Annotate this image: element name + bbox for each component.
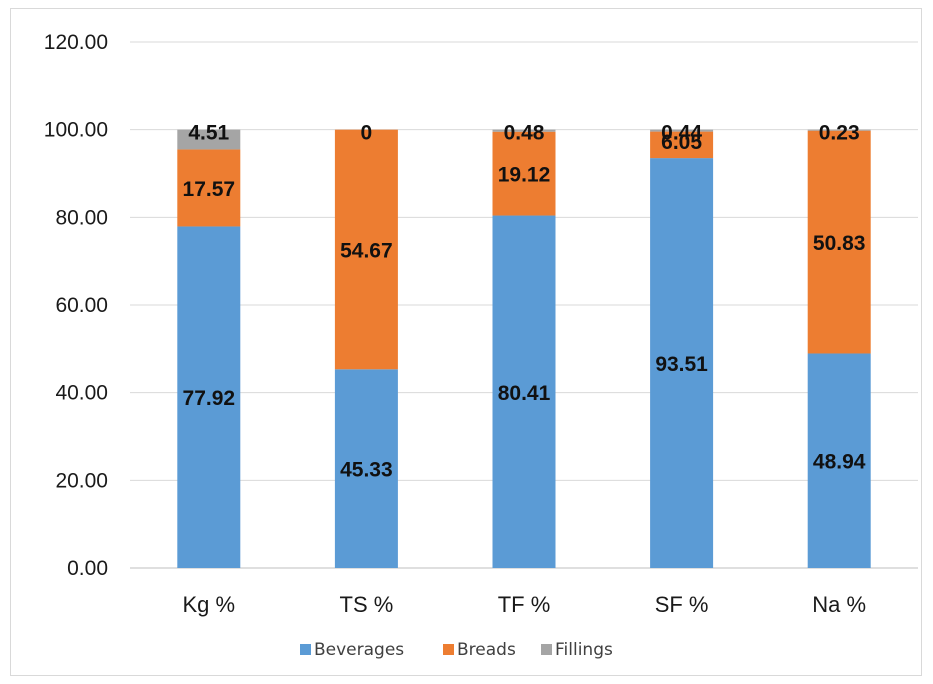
data-label-beverages-2: 80.41 — [498, 382, 551, 405]
bar-fillings-4 — [807, 129, 871, 131]
legend: Beverages Breads Fillings — [300, 640, 613, 660]
data-label-beverages-3: 93.51 — [655, 353, 708, 376]
x-tick-label: SF % — [655, 592, 709, 617]
data-label-fillings-0: 4.51 — [188, 122, 229, 145]
bars — [177, 129, 871, 568]
legend-label-beverages: Beverages — [314, 640, 404, 660]
y-tick-label: 80.00 — [55, 206, 108, 229]
y-tick-label: 0.00 — [67, 557, 108, 580]
data-label-beverages-1: 45.33 — [340, 459, 393, 482]
bar-breads-0 — [177, 149, 241, 227]
bar-breads-4 — [807, 130, 871, 354]
data-label-breads-0: 17.57 — [183, 178, 236, 201]
legend-label-fillings: Fillings — [555, 640, 613, 660]
data-label-beverages-4: 48.94 — [813, 451, 866, 474]
legend-swatch-beverages — [300, 644, 311, 655]
y-tick-label: 120.00 — [44, 31, 108, 54]
data-labels: 77.92 17.57 4.51 45.33 54.67 0 80.41 19.12 0.48 9… — [183, 122, 866, 482]
x-tick-label: TF % — [498, 592, 551, 617]
data-label-fillings-3: 0.44 — [661, 122, 702, 145]
legend-swatch-breads — [443, 644, 454, 655]
bar-breads-3 — [650, 131, 714, 159]
legend-swatch-fillings — [541, 644, 552, 655]
bar-beverages-0 — [177, 226, 241, 568]
x-axis: Kg % TS % TF % SF % Na % — [183, 592, 867, 617]
data-label-fillings-1: 0 — [361, 122, 373, 145]
y-tick-label: 40.00 — [55, 382, 108, 405]
data-label-breads-2: 19.12 — [498, 164, 551, 187]
bar-fillings-0 — [177, 129, 241, 150]
bar-beverages-1 — [334, 369, 398, 568]
bar-fillings-2 — [492, 129, 556, 132]
y-axis-tick-labels: 0.00 20.00 40.00 60.00 80.00 100.00 120.00 — [44, 31, 108, 580]
bar-beverages-4 — [807, 353, 871, 568]
y-tick-label: 60.00 — [55, 294, 108, 317]
data-label-breads-1: 54.67 — [340, 239, 393, 262]
data-label-fillings-4: 0.23 — [819, 122, 860, 145]
bar-breads-1 — [334, 129, 398, 370]
bar-beverages-2 — [492, 215, 556, 568]
data-label-fillings-2: 0.48 — [504, 122, 545, 145]
bar-beverages-3 — [650, 158, 714, 568]
x-tick-label: TS % — [340, 592, 394, 617]
data-label-beverages-0: 77.92 — [183, 387, 236, 410]
x-tick-label: Na % — [812, 592, 866, 617]
chart-frame — [10, 8, 922, 676]
data-label-breads-3: 6.05 — [661, 131, 702, 154]
bar-fillings-3 — [650, 129, 714, 132]
y-tick-label: 20.00 — [55, 469, 108, 492]
bar-breads-2 — [492, 131, 556, 216]
x-tick-label: Kg % — [183, 592, 236, 617]
legend-label-breads: Breads — [457, 640, 516, 660]
y-tick-label: 100.00 — [44, 119, 108, 142]
data-label-breads-4: 50.83 — [813, 232, 866, 255]
